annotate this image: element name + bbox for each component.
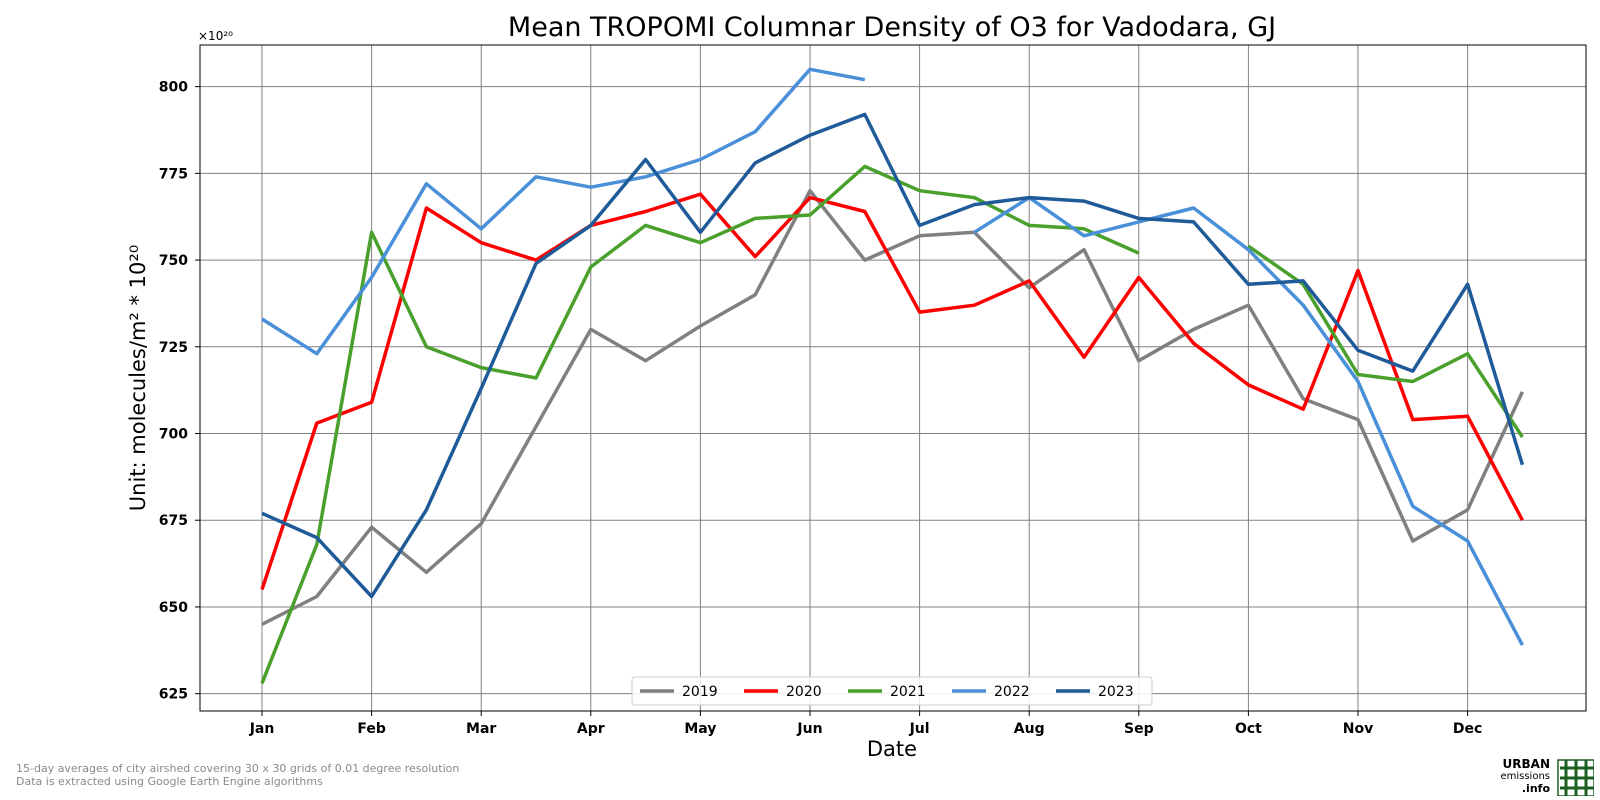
logo-text-info: .info <box>1521 782 1550 795</box>
x-tick-label: Jul <box>909 721 930 737</box>
legend-label: 2022 <box>994 684 1030 700</box>
x-tick-label: Dec <box>1453 721 1482 737</box>
x-tick-label: Aug <box>1014 721 1045 737</box>
y-tick-label: 725 <box>159 340 188 356</box>
legend-entry-2019: 2019 <box>640 684 718 700</box>
logo-text-emissions: emissions <box>1500 771 1550 782</box>
legend-label: 2019 <box>682 684 718 700</box>
y-tick-label: 775 <box>159 166 188 182</box>
x-axis-ticks: Jan Feb Mar Apr May Jun Jul Aug Sep Oct Nov Dec <box>249 711 1482 737</box>
legend: 2019 2020 2021 2022 2023 <box>631 676 1153 706</box>
series-lines <box>260 67 1525 684</box>
x-tick-label: Jun <box>796 721 822 737</box>
x-axis-label: Date <box>867 737 917 761</box>
y-axis-label: Unit: molecules/m² * 10²⁰ <box>126 245 150 511</box>
y-tick-label: 675 <box>159 513 188 529</box>
y-axis-ticks: 625 650 675 700 725 750 775 800 <box>159 80 200 703</box>
legend-entry-2023: 2023 <box>1056 684 1134 700</box>
series-line-2021 <box>260 164 1524 684</box>
legend-entry-2020: 2020 <box>744 684 822 700</box>
series-line-2023 <box>261 112 1525 599</box>
y-tick-label: 650 <box>159 600 188 616</box>
legend-label: 2023 <box>1098 684 1134 700</box>
chart-title: Mean TROPOMI Columnar Density of O3 for … <box>508 12 1276 43</box>
series-line-2019 <box>261 188 1524 626</box>
x-tick-label: Mar <box>466 721 496 737</box>
series-line-2022 <box>261 67 1524 646</box>
grid-logo-icon <box>1557 759 1594 796</box>
x-tick-label: Feb <box>357 721 386 737</box>
urban-emissions-logo: URBAN emissions .info <box>1464 756 1594 796</box>
legend-label: 2021 <box>890 684 926 700</box>
plot-frame <box>199 44 1587 712</box>
legend-box <box>631 676 1153 706</box>
x-tick-label: Jan <box>249 721 275 737</box>
footer-note-2: Data is extracted using Google Earth Eng… <box>16 775 323 788</box>
x-tick-label: Sep <box>1124 721 1154 737</box>
x-tick-label: Nov <box>1343 721 1373 737</box>
y-tick-label: 750 <box>159 253 188 269</box>
legend-entry-2021: 2021 <box>848 684 926 700</box>
y-tick-label: 800 <box>159 80 188 96</box>
legend-entry-2022: 2022 <box>952 684 1030 700</box>
x-tick-label: Apr <box>577 721 605 737</box>
legend-label: 2020 <box>786 684 822 700</box>
y-tick-label: 625 <box>159 687 188 703</box>
footer-note-1: 15-day averages of city airshed covering… <box>16 762 460 775</box>
y-tick-label: 700 <box>159 427 188 443</box>
logo-text-urban: URBAN <box>1502 757 1550 771</box>
y-offset-label: ×10²⁰ <box>198 29 233 43</box>
x-tick-label: May <box>684 721 716 737</box>
series-line-2020 <box>260 192 1524 591</box>
x-tick-label: Oct <box>1235 721 1262 737</box>
